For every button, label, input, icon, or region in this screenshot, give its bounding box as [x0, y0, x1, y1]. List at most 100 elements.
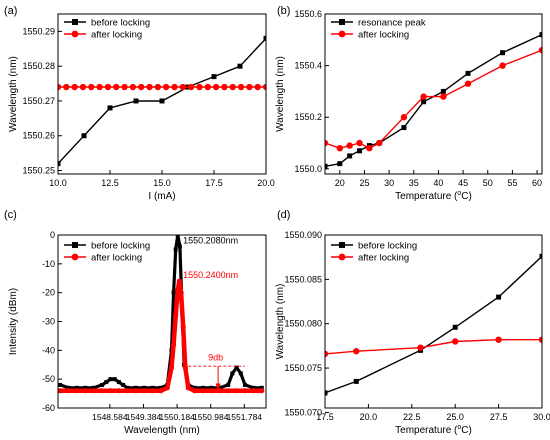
x-tick-label: 60 [532, 178, 542, 188]
data-point [400, 114, 408, 121]
data-point [74, 385, 79, 390]
data-point [495, 336, 502, 343]
legend-label: after locking [358, 253, 409, 264]
legend-marker [339, 242, 345, 248]
data-point [196, 83, 203, 91]
y-tick-label: -10 [42, 259, 55, 269]
data-point [91, 385, 96, 390]
plot-frame [57, 234, 267, 409]
data-point [440, 93, 447, 100]
data-point [212, 83, 220, 91]
y-tick-label: 1550.29 [22, 26, 55, 36]
y-tick-label: 1550.2 [294, 112, 322, 122]
data-point [200, 385, 205, 390]
x-axis-label: Wavelength (nm) [124, 425, 200, 436]
x-tick-label: 1551.784 [227, 412, 263, 422]
data-point [74, 388, 80, 394]
y-tick-label: 1550.25 [22, 166, 55, 176]
data-point [192, 385, 197, 390]
plot-frame [57, 13, 267, 175]
data-point [142, 385, 147, 390]
x-tick-label: 20 [335, 178, 345, 188]
data-point [162, 83, 170, 91]
data-point [138, 83, 145, 91]
legend-marker [338, 30, 346, 38]
panel-b: (b) 20 25 30 35 40 45 50 55 60 1550.0 1550.2 1550.4 1… [275, 5, 543, 202]
data-point [262, 83, 266, 91]
panel-label: (c) [4, 209, 17, 221]
series-black [58, 235, 264, 390]
data-point [133, 385, 138, 390]
data-point [185, 385, 191, 391]
data-point [182, 365, 188, 371]
data-point [347, 153, 353, 159]
data-point [376, 139, 383, 147]
x-tick-label: 12.5 [101, 178, 119, 188]
data-point [237, 63, 243, 69]
data-point [58, 83, 62, 91]
data-point [452, 324, 458, 330]
data-point [242, 382, 247, 387]
data-point [146, 83, 153, 91]
data-point [538, 336, 542, 343]
data-point [420, 93, 427, 100]
data-point [401, 125, 407, 131]
data-point [421, 99, 427, 105]
y-tick-label: -50 [42, 374, 55, 384]
panel-label: (a) [4, 5, 17, 17]
data-point [230, 371, 235, 376]
y-tick-label: 1550.0 [294, 164, 322, 174]
data-point [242, 388, 248, 394]
series-red [325, 46, 542, 152]
y-axis-label: Wavelength (nm) [8, 56, 19, 132]
data-point [104, 380, 109, 385]
data-point [88, 83, 95, 91]
data-point [79, 83, 87, 91]
x-tick-label: 45 [458, 178, 468, 188]
y-tick-label: -20 [42, 288, 55, 298]
data-point [129, 83, 137, 91]
panel-label: (d) [277, 209, 290, 221]
data-point [325, 350, 329, 358]
data-point [208, 388, 214, 394]
x-tick-label: 25 [359, 178, 369, 188]
data-point [150, 385, 155, 390]
data-point [116, 380, 121, 385]
data-point [346, 142, 353, 149]
data-point [538, 46, 542, 54]
x-tick-label: 20.0 [360, 412, 378, 422]
y-axis-label: Intensity (dBm) [8, 288, 19, 355]
y-axis-label: Wavelength (nm) [275, 284, 286, 360]
plot-frame [324, 234, 543, 409]
series-black [325, 32, 542, 169]
series-line [325, 49, 542, 149]
data-point [158, 385, 163, 390]
data-point [325, 139, 329, 147]
legend-label: after locking [358, 30, 409, 41]
y-tick-label: 0 [50, 230, 55, 240]
data-point [158, 388, 164, 394]
x-tick-label: 10.0 [49, 178, 67, 188]
data-point [149, 388, 156, 394]
data-point [99, 388, 105, 394]
data-point [63, 83, 70, 91]
x-tick-label: 30.0 [533, 412, 550, 422]
data-point [187, 83, 195, 91]
data-point [465, 70, 471, 76]
data-point [66, 385, 71, 390]
series-line [325, 33, 542, 167]
series-line [325, 339, 542, 355]
annotation-difference: 9db [208, 352, 223, 362]
data-point [204, 83, 211, 91]
legend-label: before locking [358, 241, 417, 252]
data-point [65, 388, 72, 394]
x-tick-label: 17.5 [205, 178, 223, 188]
panel-label: (b) [277, 5, 290, 17]
series-black [325, 253, 542, 396]
legend-label: after locking [91, 253, 142, 264]
data-point [116, 388, 122, 394]
x-tick-label: 1550.184 [159, 412, 195, 422]
